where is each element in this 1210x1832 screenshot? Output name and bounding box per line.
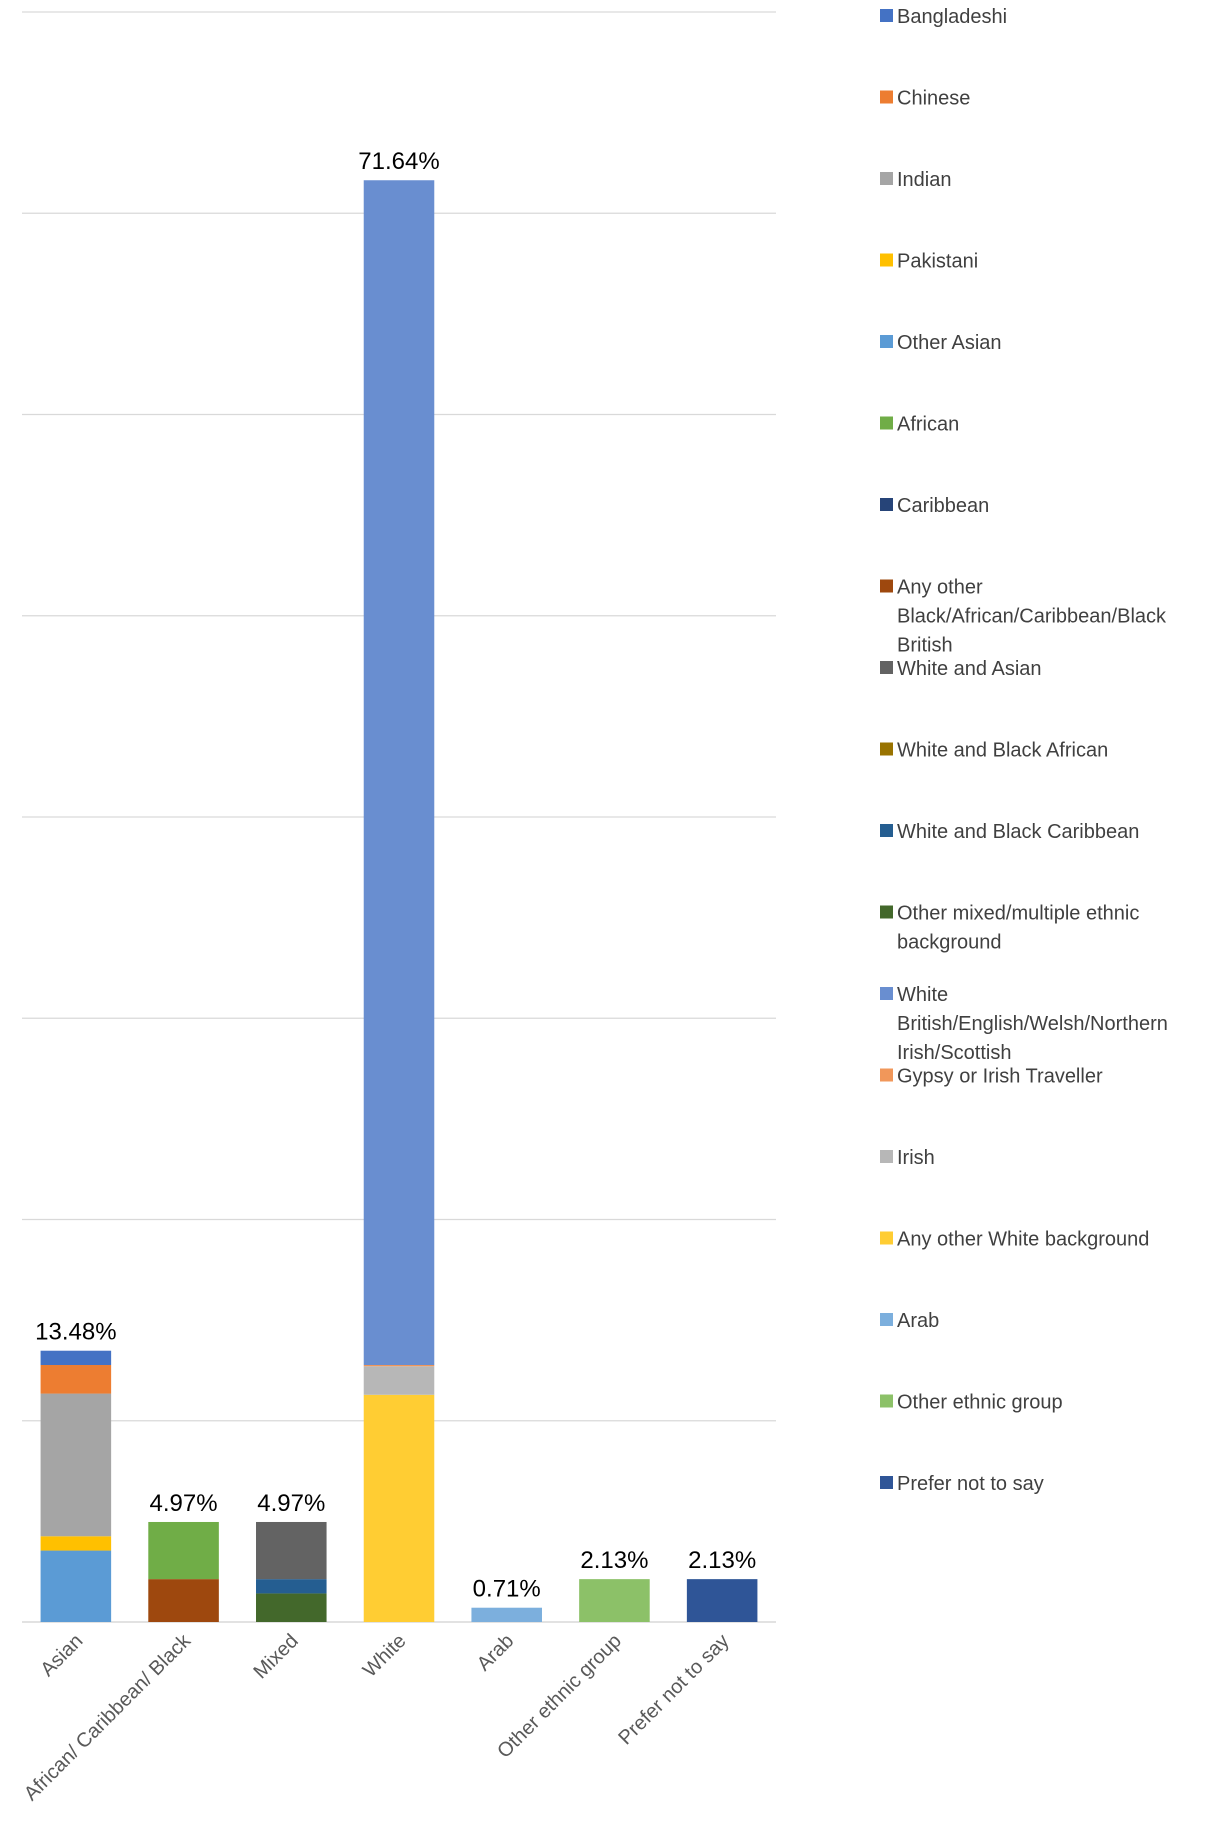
legend-label: Bangladeshi — [897, 6, 1007, 28]
bar-segment — [256, 1593, 327, 1622]
bar-segment — [40, 1550, 112, 1622]
legend-label: Any other White background — [897, 1229, 1149, 1251]
legend-label: Other ethnic group — [897, 1392, 1063, 1414]
legend-label: Chinese — [897, 88, 970, 110]
legend-label: Other Asian — [897, 332, 1002, 354]
bar-total-label: 0.71% — [473, 1576, 541, 1603]
bar-segment — [256, 1579, 327, 1594]
legend-swatch — [880, 416, 893, 430]
legend-label: British — [897, 635, 953, 657]
legend-label: White and Black African — [897, 740, 1108, 762]
legend-label: Irish — [897, 1147, 935, 1169]
legend-label: British/English/Welsh/Northern — [897, 1013, 1168, 1035]
bar-total-label: 2.13% — [580, 1547, 648, 1574]
bar-segment — [40, 1393, 112, 1537]
category-tick-label: Arab — [473, 1630, 518, 1675]
legend-label: Black/African/Caribbean/Black — [897, 606, 1167, 628]
bar-segment — [363, 1366, 435, 1395]
legend-swatch — [880, 335, 893, 348]
category-tick-label: Asian — [36, 1630, 87, 1681]
bar-segment — [686, 1579, 758, 1622]
legend-swatch — [880, 579, 893, 593]
legend-swatch — [880, 824, 893, 837]
legend-label: Caribbean — [897, 495, 989, 517]
bar-segment — [40, 1350, 112, 1366]
legend-swatch — [880, 742, 893, 756]
bar-segment — [363, 1394, 435, 1622]
legend-swatch — [880, 987, 893, 1000]
category-tick-label: Mixed — [250, 1630, 303, 1683]
bar-segment — [363, 180, 435, 1366]
legend-swatch — [880, 905, 893, 919]
legend-label: Gypsy or Irish Traveller — [897, 1066, 1103, 1088]
category-tick-label: Prefer not to say — [614, 1630, 733, 1749]
category-tick-label: White — [359, 1630, 411, 1682]
legend-swatch — [880, 1313, 893, 1326]
legend-swatch — [880, 498, 893, 511]
bar-segment — [579, 1579, 650, 1622]
bar-total-label: 2.13% — [688, 1547, 756, 1574]
legend-swatch — [880, 172, 893, 185]
legend-swatch — [880, 9, 893, 22]
legend-label: African — [897, 414, 959, 436]
bar-total-label: 4.97% — [150, 1490, 218, 1517]
legend-swatch — [880, 1150, 893, 1163]
bar-segment — [256, 1521, 327, 1580]
legend-label: background — [897, 932, 1002, 954]
bar-segment — [148, 1579, 219, 1622]
legend-label: White — [897, 984, 948, 1006]
legend-swatch — [880, 1476, 893, 1489]
legend-swatch — [880, 1068, 893, 1082]
bar-segment — [40, 1536, 112, 1551]
legend-swatch — [880, 90, 893, 104]
legend-label: Prefer not to say — [897, 1473, 1044, 1495]
legend-swatch — [880, 661, 893, 674]
legend-label: White and Black Caribbean — [897, 821, 1139, 843]
legend-swatch — [880, 1394, 893, 1408]
legend-label: Indian — [897, 169, 952, 191]
bar-total-label: 4.97% — [257, 1490, 325, 1517]
bar-total-label: 71.64% — [358, 148, 439, 175]
legend-label: Other mixed/multiple ethnic — [897, 903, 1139, 925]
bar-total-label: 13.48% — [35, 1319, 116, 1346]
legend-label: Pakistani — [897, 251, 978, 273]
legend-swatch — [880, 1231, 893, 1245]
legend-swatch — [880, 253, 893, 267]
bar-segment — [471, 1607, 542, 1622]
legend-label: Arab — [897, 1310, 939, 1332]
bar-segment — [40, 1365, 112, 1394]
legend-label: Any other — [897, 577, 983, 599]
bar-segment — [148, 1521, 219, 1580]
legend-label: White and Asian — [897, 658, 1042, 680]
legend-label: Irish/Scottish — [897, 1042, 1011, 1064]
bar-segment — [363, 1365, 435, 1367]
